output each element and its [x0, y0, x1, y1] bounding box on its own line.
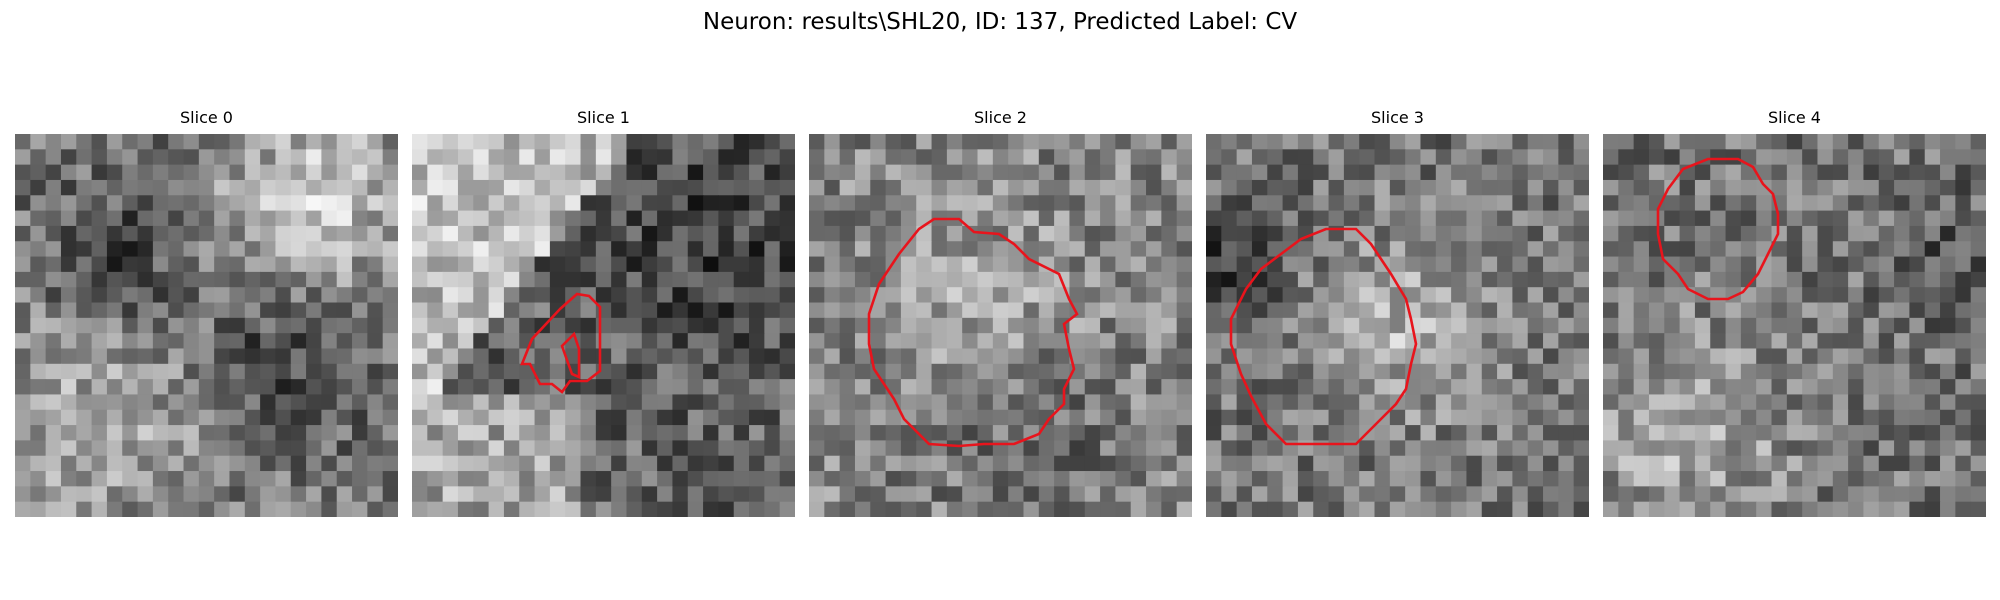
slice-title-2: Slice 2: [974, 108, 1027, 127]
slice-image-4: [1603, 134, 1986, 517]
roi-inner-outline-1: [560, 331, 581, 379]
pixel-grid-0: [15, 134, 398, 517]
slice-image-2: [809, 134, 1192, 517]
roi-outline-4: [1656, 157, 1780, 301]
pixel-grid-4: [1603, 134, 1986, 517]
pixel-grid-2: [809, 134, 1192, 517]
figure-title: Neuron: results\SHL20, ID: 137, Predicte…: [702, 9, 1298, 35]
roi-outline-2: [867, 217, 1079, 448]
slice-title-3: Slice 3: [1371, 108, 1424, 127]
slice-image-0: [15, 134, 398, 517]
pixel-grid-1: [412, 134, 795, 517]
slice-title-4: Slice 4: [1768, 108, 1821, 127]
roi-outline-3: [1229, 227, 1418, 446]
slice-image-1: [412, 134, 795, 517]
roi-outline-1: [520, 292, 602, 394]
pixel-grid-3: [1206, 134, 1589, 517]
slice-title-0: Slice 0: [180, 108, 233, 127]
slice-title-1: Slice 1: [577, 108, 630, 127]
slice-image-3: [1206, 134, 1589, 517]
